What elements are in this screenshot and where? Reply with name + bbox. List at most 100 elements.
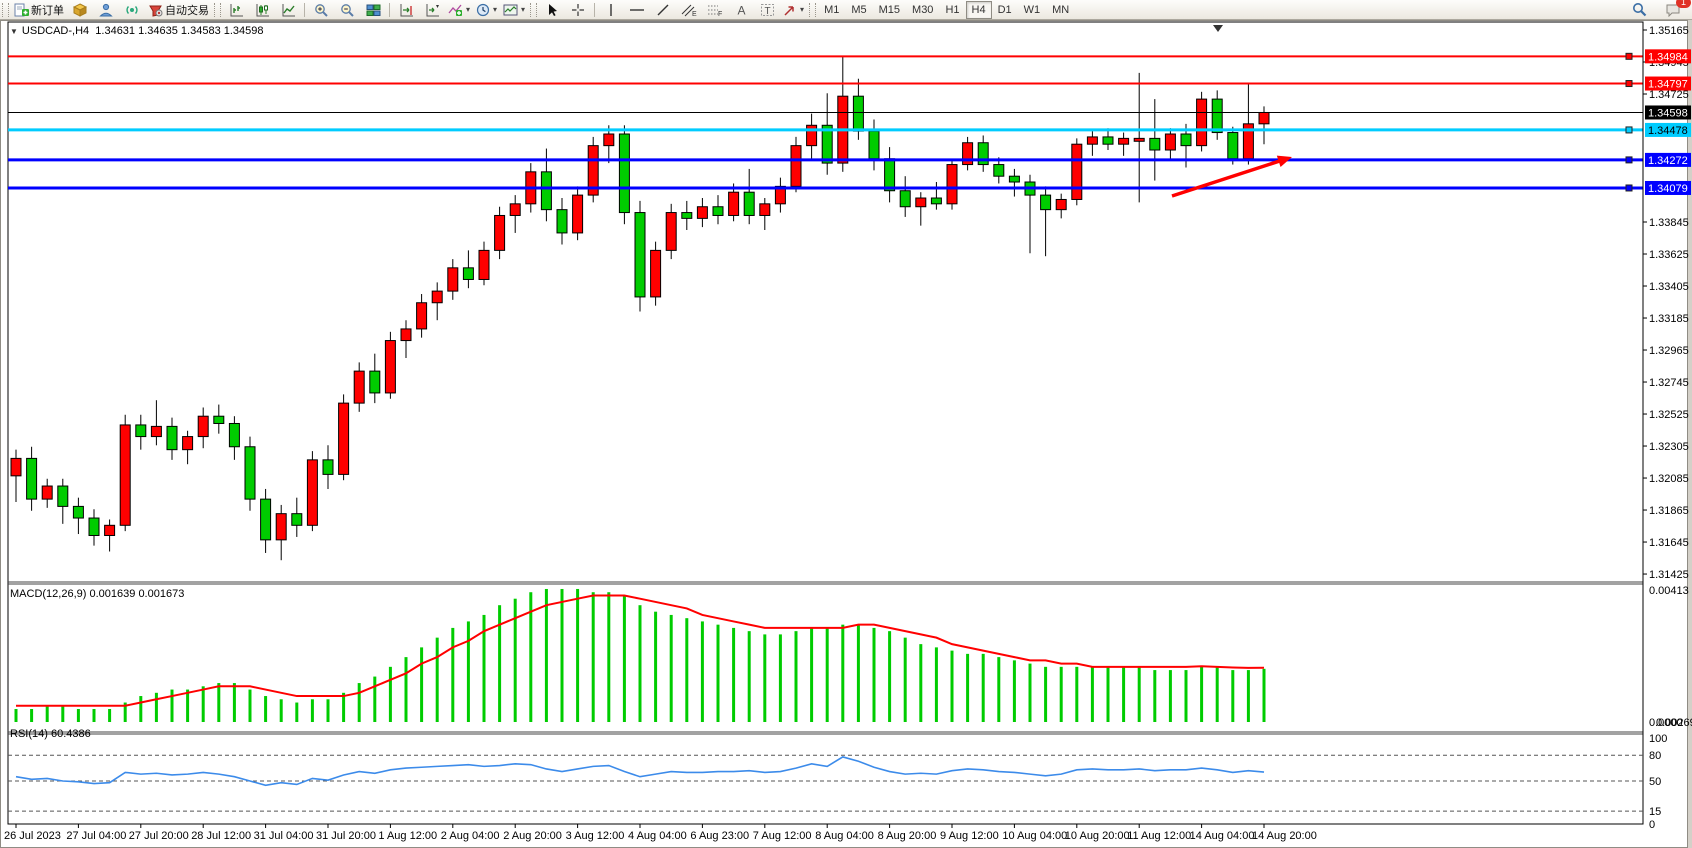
macd-histogram-bar [544,588,548,722]
time-axis-label: 10 Aug 20:00 [1065,830,1130,842]
tile-windows-button[interactable] [360,0,386,19]
macd-histogram-bar [1090,666,1094,722]
candle-body [774,185,786,205]
candle-body [478,249,490,280]
line-handle[interactable] [1625,52,1633,60]
vertical-line-tool-button[interactable] [598,0,624,19]
timeframe-m5-button[interactable]: M5 [851,3,867,16]
candlestick-chart-button[interactable] [249,0,275,19]
indicators-button[interactable]: ▾ [445,0,473,19]
macd-histogram-bar [482,614,486,722]
autotrading-button[interactable]: 自动交易 [145,0,212,19]
timeframe-w1-button[interactable]: W1 [1023,3,1041,16]
cursor-icon [548,3,557,16]
candle-body [1040,194,1052,211]
notification-count-badge: 1 [1676,0,1691,8]
macd-histogram-bar [919,644,923,722]
timeframe-d1-button[interactable]: D1 [997,3,1012,16]
macd-histogram-bar [966,653,970,722]
macd-histogram-bar [1200,666,1204,722]
candle-body [306,459,318,526]
main-toolbar: 新订单 自动交易 ▾ ▾ [0,0,1692,20]
person-icon [99,3,113,16]
macd-histogram-bar [357,683,361,722]
candle-body [650,249,662,298]
chart-shift-marker[interactable] [1213,25,1223,32]
candle-body [1211,98,1223,134]
time-axis-label: 10 Aug 04:00 [1002,830,1067,842]
trend-arrow-head[interactable] [1276,155,1292,168]
macd-histogram-bar [560,588,564,722]
candle-body [1102,136,1114,145]
cursor-tool-button[interactable] [539,0,565,19]
macd-histogram-bar [903,637,907,722]
new-order-button[interactable]: 新订单 [11,0,67,19]
rsi-indicator-label: RSI(14) 60.4386 [10,728,91,740]
macd-histogram-bar [997,657,1001,722]
auto-scroll-button[interactable] [393,0,419,19]
candle-body [712,206,724,216]
timeframe-m15-button[interactable]: M15 [878,3,901,16]
macd-histogram-bar [1044,666,1048,722]
macd-histogram-bar [810,627,814,722]
timeframe-h1-button[interactable]: H1 [945,3,960,16]
fibonacci-tool-button[interactable]: F [702,0,728,19]
toolbar-separator [304,2,305,17]
price-axis-label: 1.33845 [1649,217,1689,229]
line-chart-button[interactable] [275,0,301,19]
periods-button[interactable]: ▾ [473,0,500,19]
text-tool-button[interactable]: A [728,0,754,19]
line-handle[interactable] [1625,184,1633,192]
timeframe-mn-button[interactable]: MN [1052,3,1070,16]
bar-chart-button[interactable] [223,0,249,19]
horizontal-line-tool-button[interactable] [624,0,650,19]
zoom-in-button[interactable] [308,0,334,19]
new-order-label: 新订单 [31,4,64,17]
trendline-tool-button[interactable] [650,0,676,19]
price-axis-label: 1.32525 [1649,409,1689,421]
macd-axis-max-label: 0.00413 [1649,585,1689,597]
crosshair-tool-button[interactable] [565,0,591,19]
candle-body [213,415,225,424]
line-handle[interactable] [1625,156,1633,164]
macd-histogram-bar [310,699,314,722]
auto-scroll-icon [400,3,413,16]
candle-body [665,212,677,251]
candle-body [540,171,552,211]
trend-arrow-annotation[interactable] [1171,158,1284,198]
timeframe-m30-button[interactable]: M30 [912,3,934,16]
macd-histogram-bar [747,631,751,722]
line-handle[interactable] [1625,80,1633,88]
notifications-button[interactable]: 1 [1660,0,1691,19]
price-badge [1645,49,1691,64]
chart-shift-button[interactable] [419,0,445,19]
signal-icon [126,5,138,14]
line-handle[interactable] [1625,126,1633,134]
market-watch-button[interactable] [67,0,93,19]
macd-histogram-bar [841,624,845,722]
candle-body [852,95,864,132]
text-label-tool-button[interactable]: T [754,0,780,19]
timeframe-m1-button[interactable]: M1 [824,3,840,16]
arrows-tool-button[interactable]: ▾ [780,0,807,19]
candle-body [1164,133,1176,151]
macd-histogram-bar [950,650,954,722]
templates-button[interactable]: ▾ [500,0,528,19]
candle-body [104,524,116,536]
search-button[interactable] [1626,0,1652,19]
candle-body [400,328,412,342]
macd-histogram-bar [123,702,127,722]
zoom-out-button[interactable] [334,0,360,19]
arrow-objects-icon [784,5,794,16]
time-axis-label: 26 Jul 2023 [4,830,61,842]
candle-body [462,267,474,280]
navigator-button[interactable] [93,0,119,19]
macd-histogram-bar [451,627,455,722]
candle-body [1055,198,1067,211]
macd-histogram-bar [45,705,49,722]
timeframe-h4-button[interactable]: H4 [965,0,992,19]
signals-button[interactable] [119,0,145,19]
equidistant-channel-tool-button[interactable]: E [676,0,702,19]
time-axis-label: 7 Aug 12:00 [753,830,812,842]
